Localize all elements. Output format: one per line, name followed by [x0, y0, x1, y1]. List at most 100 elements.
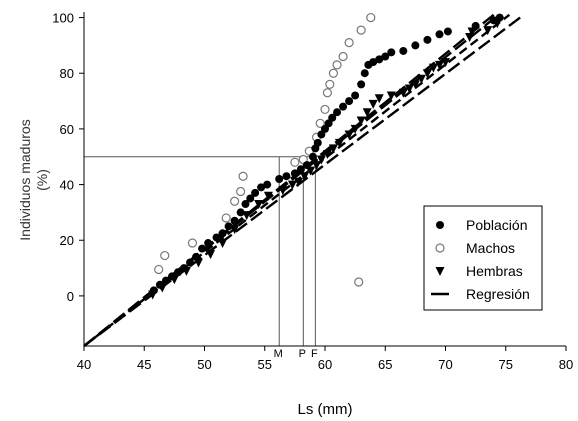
point-hembras	[263, 191, 273, 201]
y-axis-title-line2: (%)	[34, 169, 50, 191]
point-hembras	[293, 177, 303, 187]
point-machos	[344, 38, 354, 48]
point-poblacion	[257, 183, 266, 192]
x-tick-label: 70	[438, 357, 452, 372]
point-hembras	[218, 239, 228, 249]
x-tick-label: 55	[258, 357, 272, 372]
y-tick-label: 60	[60, 122, 74, 137]
legend-box	[423, 205, 543, 311]
point-machos	[332, 60, 342, 70]
regression-line	[83, 13, 525, 347]
point-poblacion	[218, 229, 227, 238]
point-hembras	[350, 124, 360, 134]
point-hembras	[362, 108, 372, 118]
point-hembras	[368, 99, 378, 109]
point-hembras	[206, 250, 216, 260]
point-machos	[154, 264, 164, 275]
point-poblacion	[357, 80, 366, 89]
point-poblacion	[230, 216, 239, 225]
legend-label: Población	[466, 217, 528, 233]
point-machos	[160, 250, 170, 261]
point-machos	[315, 118, 325, 128]
point-hembras	[312, 161, 322, 171]
point-poblacion	[313, 138, 322, 147]
point-poblacion	[387, 48, 396, 57]
point-poblacion	[399, 46, 408, 55]
point-poblacion	[149, 286, 158, 295]
point-machos	[230, 196, 240, 206]
legend-label: Machos	[466, 240, 515, 256]
point-poblacion	[333, 108, 342, 117]
point-poblacion	[296, 165, 305, 174]
point-machos	[366, 12, 376, 23]
point-machos	[238, 171, 248, 181]
x-axis-title: Ls (mm)	[298, 401, 353, 418]
point-poblacion	[495, 13, 504, 22]
point-poblacion	[212, 233, 221, 242]
point-poblacion	[435, 30, 444, 39]
y-tick-label: 20	[60, 233, 74, 248]
point-hembras	[434, 60, 444, 70]
point-hembras	[422, 69, 432, 79]
legend-label: Hembras	[466, 263, 523, 279]
point-poblacion	[186, 258, 195, 267]
point-machos	[236, 186, 246, 197]
x-tick-label: 65	[378, 357, 392, 372]
x-tick-label: 45	[137, 357, 151, 372]
data-points	[148, 12, 504, 300]
point-hembras	[322, 149, 332, 159]
point-hembras	[398, 88, 408, 98]
point-poblacion	[224, 222, 233, 231]
point-poblacion	[275, 175, 284, 183]
point-poblacion	[192, 252, 201, 261]
point-poblacion	[308, 152, 317, 161]
point-poblacion	[236, 208, 245, 217]
point-hembras	[428, 63, 438, 73]
point-poblacion	[198, 244, 207, 253]
reference-label: M	[274, 348, 283, 360]
legend-label: Regresión	[466, 286, 530, 302]
point-hembras	[300, 172, 310, 182]
point-machos	[320, 104, 330, 115]
point-hembras	[416, 74, 426, 84]
point-machos	[328, 68, 339, 78]
legend: Población Machos Hembras Regresión	[423, 205, 543, 311]
legend-marker-machos	[435, 243, 445, 253]
point-poblacion	[161, 276, 170, 285]
point-poblacion	[443, 27, 452, 36]
point-hembras	[344, 130, 354, 140]
legend-marker-hembras	[435, 267, 445, 276]
point-hembras	[278, 186, 288, 196]
point-hembras	[404, 84, 414, 94]
x-tick-label: 50	[197, 357, 211, 372]
point-poblacion	[282, 172, 291, 181]
point-poblacion	[263, 180, 272, 189]
point-hembras	[328, 144, 338, 154]
point-machos	[325, 79, 335, 89]
x-tick-label: 40	[77, 357, 91, 372]
y-tick-label: 80	[60, 66, 74, 81]
point-poblacion	[251, 188, 260, 197]
point-machos	[354, 277, 364, 287]
point-poblacion	[302, 161, 311, 170]
point-hembras	[306, 166, 316, 176]
point-poblacion	[167, 272, 176, 281]
point-poblacion	[180, 264, 189, 273]
point-hembras	[441, 58, 450, 68]
point-machos	[290, 157, 300, 167]
point-machos	[221, 213, 231, 223]
point-hembras	[254, 200, 264, 210]
x-ticks: 40 45 50 55 60 65 70 75 80	[77, 346, 573, 372]
point-poblacion	[339, 102, 348, 111]
point-poblacion	[241, 200, 250, 209]
point-poblacion	[381, 52, 390, 61]
point-hembras	[356, 116, 366, 126]
reference-label: P	[299, 348, 306, 360]
point-poblacion	[351, 91, 360, 100]
point-poblacion	[345, 97, 354, 106]
point-hembras	[316, 155, 326, 165]
y-axis-title-line1: Individuos maduros	[17, 119, 33, 240]
point-poblacion	[360, 69, 369, 78]
